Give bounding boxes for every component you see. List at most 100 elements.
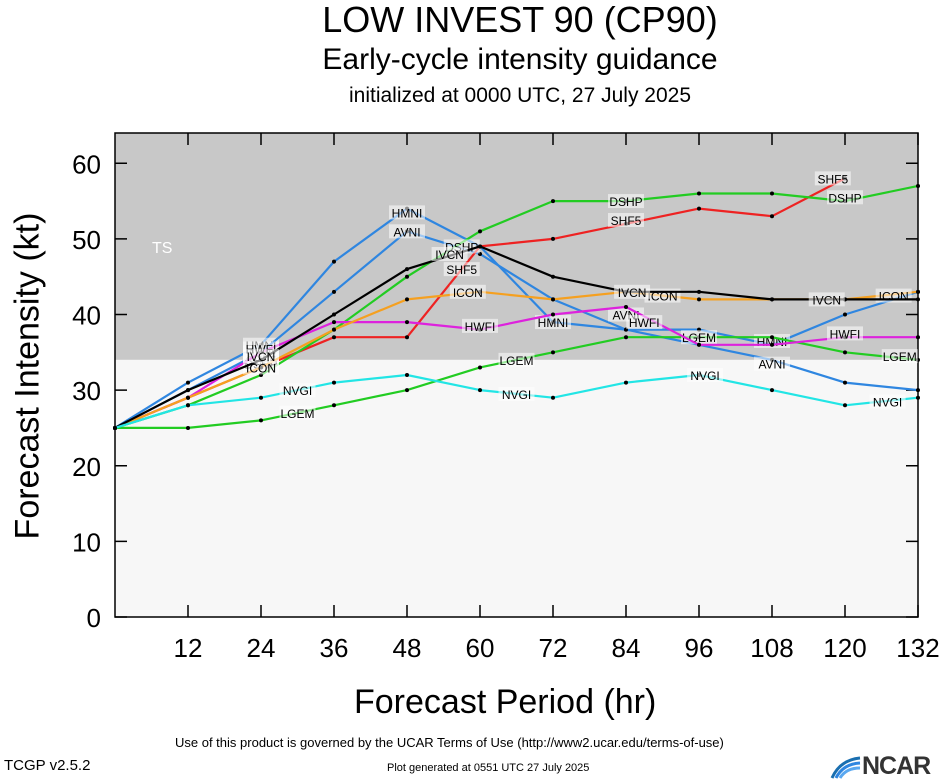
data-point-lgem xyxy=(624,335,628,340)
series-label-lgem: LGEM xyxy=(280,407,314,421)
data-point-dshp xyxy=(478,229,482,234)
x-tick-label: 12 xyxy=(174,633,203,663)
data-point-icon xyxy=(551,297,555,302)
series-line-dshp xyxy=(114,184,919,429)
data-point-icon xyxy=(332,327,336,332)
series-label-nvgi: NVGI xyxy=(690,369,719,383)
data-point-nvgi xyxy=(113,425,117,430)
x-tick-label: 84 xyxy=(612,633,641,663)
data-point-hwfi xyxy=(405,320,409,325)
data-point-hwfi xyxy=(551,312,555,317)
series-label-icon: ICON xyxy=(453,286,483,300)
data-point-icon xyxy=(916,289,920,294)
x-tick-label: 48 xyxy=(393,633,422,663)
series-label-bg-avni xyxy=(389,224,425,239)
y-tick-label: 50 xyxy=(72,225,101,255)
series-label-bg-dshp xyxy=(608,194,644,209)
chart-title: LOW INVEST 90 (CP90) xyxy=(322,0,718,40)
series-label-ivcn: IVCN xyxy=(618,286,647,300)
data-point-avni xyxy=(916,388,920,393)
series-label-bg-hmni xyxy=(535,315,571,330)
series-label-bg-hwfi xyxy=(827,326,863,341)
data-point-shf5 xyxy=(770,214,774,219)
data-point-nvgi xyxy=(405,373,409,377)
x-tick-label: 120 xyxy=(823,633,866,663)
data-point-ivcn xyxy=(405,267,409,272)
series-label-ivcn: IVCN xyxy=(247,350,276,364)
series-label-nvgi: NVGI xyxy=(502,388,531,402)
data-point-avni xyxy=(332,289,336,294)
series-label-bg-nvgi xyxy=(498,386,535,401)
data-point-hwfi xyxy=(332,320,336,325)
data-point-hwfi xyxy=(697,342,701,347)
series-label-bg-hwfi xyxy=(462,318,498,333)
series-label-bg-hwfi xyxy=(626,315,663,330)
data-point-nvgi xyxy=(624,380,628,385)
series-label-bg-shf5 xyxy=(814,171,851,186)
data-point-nvgi xyxy=(916,395,920,400)
intensity-band-1 xyxy=(115,359,918,617)
series-ivcn: IVCN IVCN IVCN IVCN xyxy=(113,244,920,430)
data-point-nvgi xyxy=(843,403,847,408)
data-point-ivcn xyxy=(478,244,482,249)
series-nvgi: NVGI NVGI NVGI NVGI xyxy=(113,368,920,430)
series-label-dshp: DSHP xyxy=(609,195,642,209)
series-label-hwfi: HWFI xyxy=(629,316,660,330)
data-point-hwfi xyxy=(624,304,628,309)
chart-subtitle: Early-cycle intensity guidance xyxy=(322,43,718,76)
series-label-bg-ivcn xyxy=(614,284,651,299)
series-label-bg-nvgi xyxy=(687,368,724,382)
data-point-lgem xyxy=(770,335,774,340)
data-point-hwfi xyxy=(916,335,920,340)
data-point-nvgi xyxy=(186,403,190,408)
x-axis-title: Forecast Period (hr) xyxy=(354,683,657,721)
series-label-hmni: HMNI xyxy=(392,206,423,220)
x-tick-label: 108 xyxy=(750,633,793,663)
data-point-hmni xyxy=(843,312,847,317)
ncar-logo: NCAR xyxy=(830,752,940,780)
series-label-lgem: LGEM xyxy=(883,350,917,364)
series-label-ivcn: IVCN xyxy=(812,293,841,307)
data-point-nvgi xyxy=(332,380,336,385)
band-label-ts: TS xyxy=(152,240,172,257)
series-label-bg-shf5 xyxy=(443,262,480,277)
series-label-bg-nvgi xyxy=(869,394,906,409)
data-point-ivcn xyxy=(697,289,701,294)
data-point-nvgi xyxy=(259,395,263,400)
x-tick-label: 72 xyxy=(539,633,568,663)
y-tick-label: 0 xyxy=(87,603,101,633)
series-label-icon: ICON xyxy=(879,290,909,304)
x-tick-label: 60 xyxy=(466,633,495,663)
data-point-dshp xyxy=(916,183,920,188)
data-point-dshp xyxy=(697,191,701,196)
data-point-lgem xyxy=(478,365,482,370)
series-label-nvgi: NVGI xyxy=(283,384,312,398)
series-label-lgem: LGEM xyxy=(499,354,533,368)
data-point-lgem xyxy=(259,418,263,423)
data-point-ivcn xyxy=(916,297,920,302)
series-label-bg-avni xyxy=(754,356,790,371)
series-line-ivcn xyxy=(114,245,918,429)
series-label-shf5: SHF5 xyxy=(611,214,642,228)
data-point-ivcn xyxy=(551,274,555,279)
series-label-bg-shf5 xyxy=(608,212,644,227)
data-point-icon xyxy=(697,297,701,302)
data-point-dshp xyxy=(770,191,774,196)
series-label-icon: ICON xyxy=(648,290,678,304)
data-point-icon xyxy=(405,297,409,302)
series-label-lgem: LGEM xyxy=(682,331,716,345)
series-label-icon: ICON xyxy=(246,361,276,375)
series-label-nvgi: NVGI xyxy=(873,395,902,409)
series-lgem: LGEM LGEM LGEM LGEM xyxy=(113,330,920,430)
series-label-bg-lgem xyxy=(498,352,535,367)
intensity-chart: TS 12 24 36 48 60 72 84 96 108 120 132 0 10 20 30 40 50 60… xyxy=(72,132,940,663)
data-point-nvgi xyxy=(478,388,482,393)
series-label-shf5: SHF5 xyxy=(446,263,477,277)
data-point-lgem xyxy=(332,403,336,408)
y-tick-label: 10 xyxy=(72,527,101,557)
data-point-ivcn xyxy=(770,297,774,302)
data-point-shf5 xyxy=(551,236,555,241)
data-point-avni xyxy=(843,380,847,385)
series-label-avni: AVNI xyxy=(758,358,785,372)
data-point-lgem xyxy=(186,425,190,430)
